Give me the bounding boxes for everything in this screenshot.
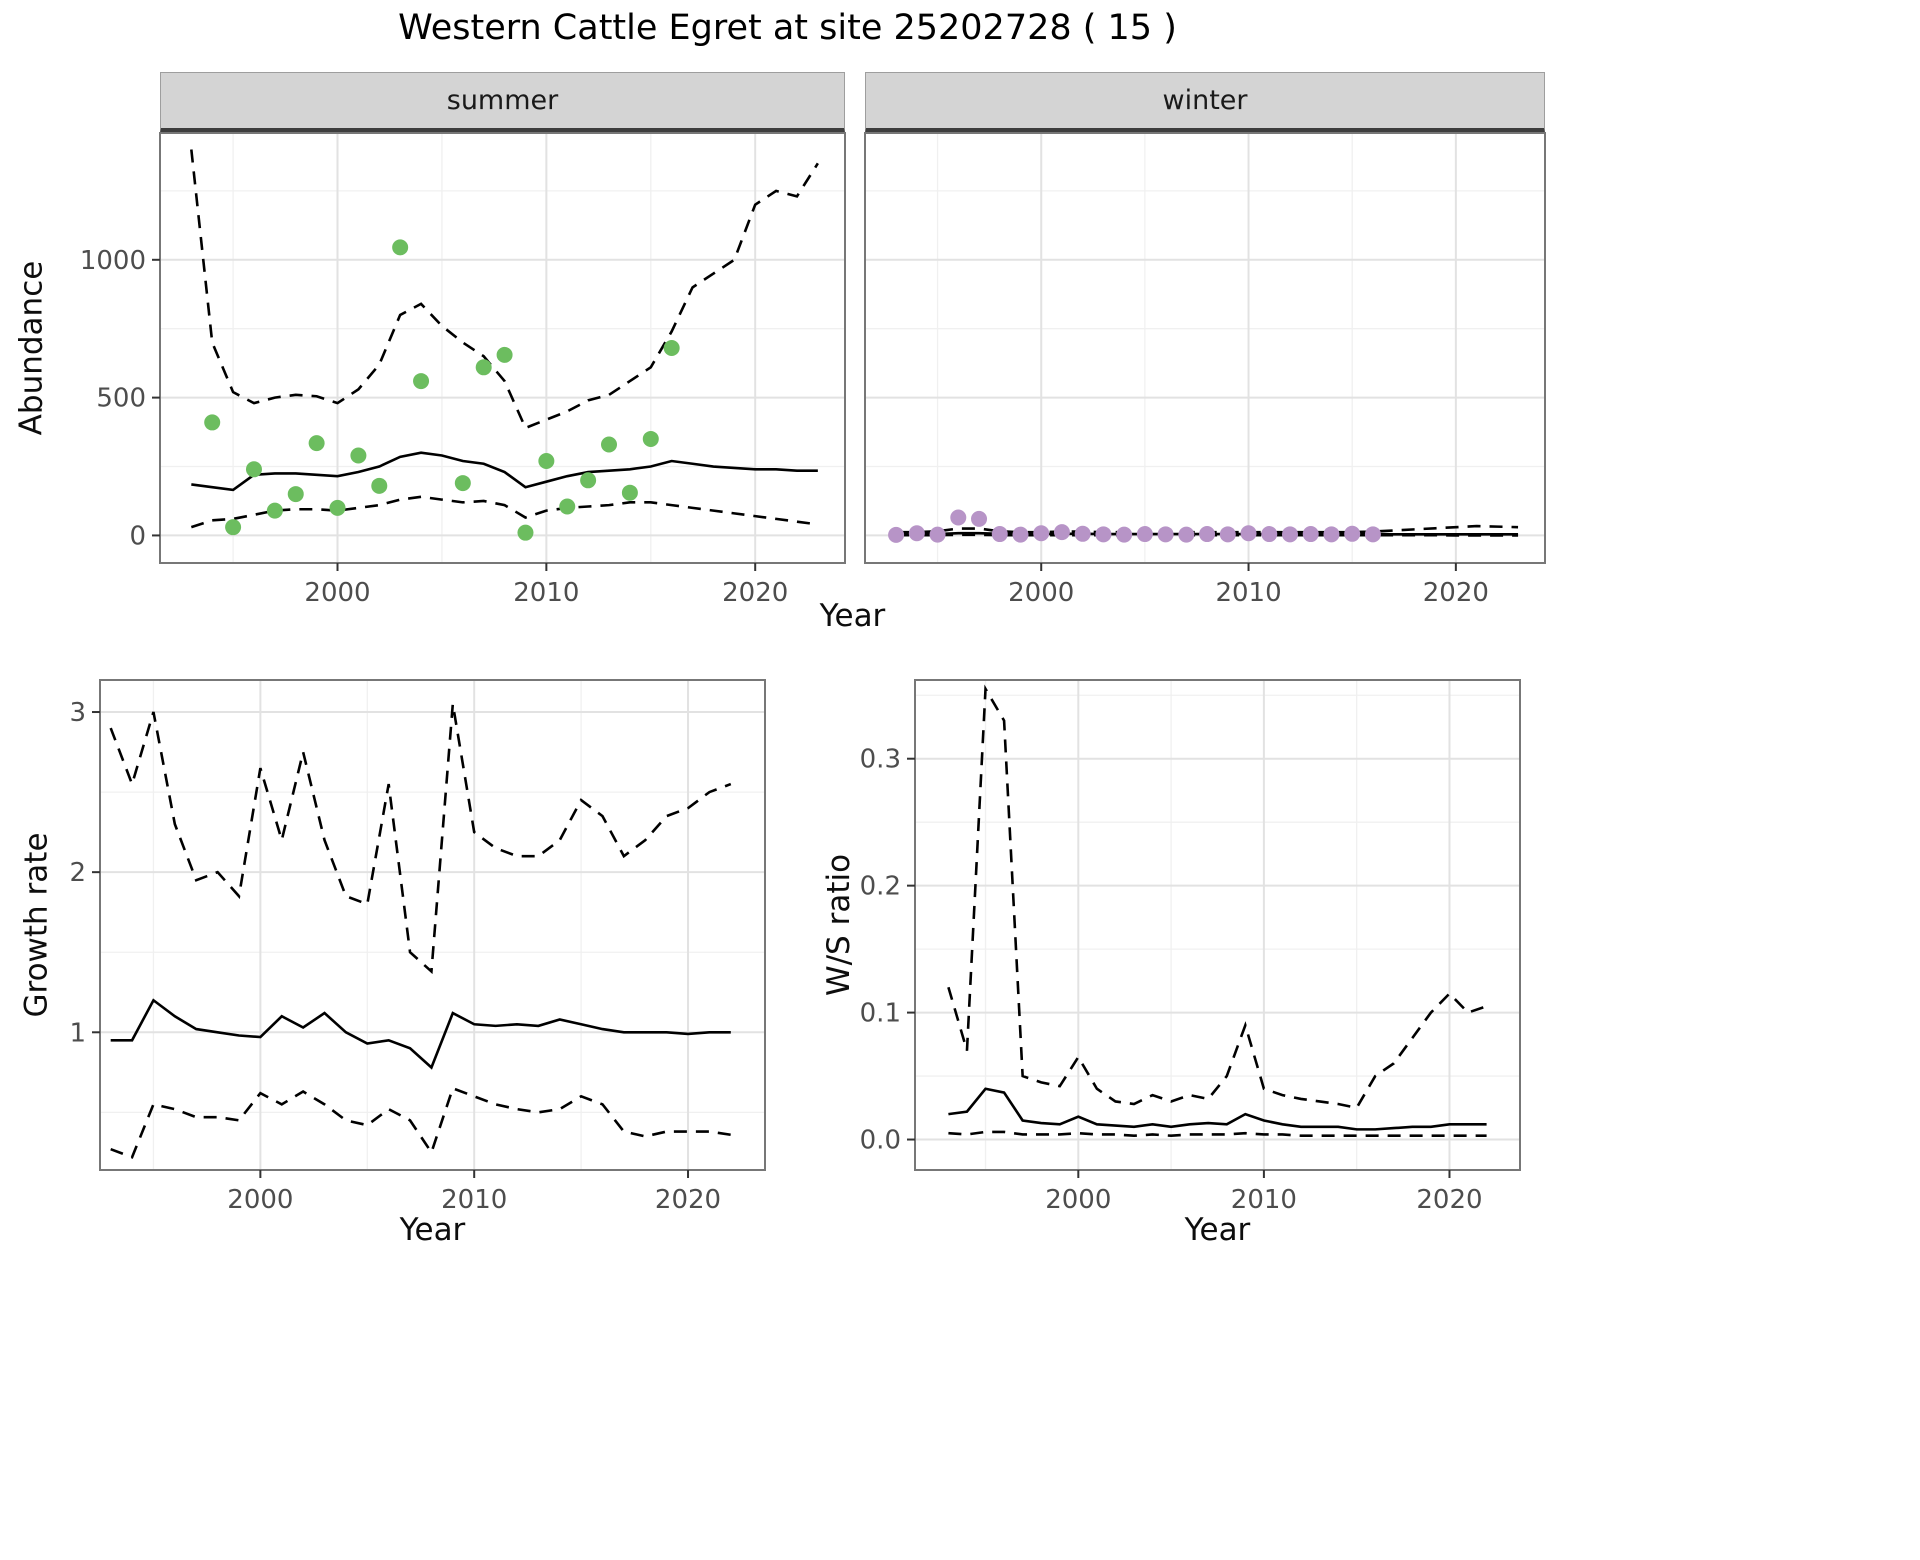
abundance-summer-observed-point bbox=[642, 430, 659, 447]
abundance-winter-observed-point bbox=[1178, 526, 1195, 543]
abundance-summer-observed-point bbox=[475, 359, 492, 376]
abundance-summer-observed-point bbox=[204, 414, 221, 431]
abundance-summer-observed-point bbox=[287, 486, 304, 503]
growth-rate-x-tick-label: 2010 bbox=[441, 1185, 507, 1215]
abundance-summer-panel: 2000 2010 2020 0 500 1000 bbox=[80, 132, 846, 608]
ws-ratio-y-tick-label: 0.2 bbox=[860, 872, 901, 902]
abundance-summer-observed-point bbox=[517, 524, 534, 541]
ws-ratio-fit-line bbox=[948, 1087, 1487, 1131]
growth-rate-lower_ci-line bbox=[110, 1086, 731, 1159]
abundance-summer-observed-point bbox=[329, 499, 346, 516]
abundance-summer-observed-point bbox=[225, 519, 242, 536]
abundance-winter-observed-point bbox=[908, 525, 925, 542]
growth-rate-upper_ci-line bbox=[109, 703, 732, 975]
abundance-winter-observed-point bbox=[1074, 525, 1091, 542]
abundance-winter-observed-point bbox=[971, 510, 988, 527]
ws-ratio-x-tick-label: 2020 bbox=[1416, 1185, 1482, 1215]
growth-rate-panel: 2000 2010 2020 1 2 3 bbox=[69, 679, 766, 1215]
abundance-summer-upper_ci-line bbox=[190, 149, 819, 430]
abundance-winter-observed-point bbox=[1199, 526, 1216, 543]
abundance-summer-x-tick-label: 2010 bbox=[513, 578, 579, 608]
abundance-summer-observed-point bbox=[245, 461, 262, 478]
growth-rate-x-tick-label: 2000 bbox=[227, 1185, 293, 1215]
abundance-summer-x-tick-label: 2000 bbox=[304, 578, 370, 608]
abundance-winter-observed-point bbox=[1261, 526, 1278, 543]
abundance-summer-y-tick-label: 500 bbox=[96, 384, 146, 414]
facet-strip-summer: summer bbox=[160, 72, 845, 133]
abundance-winter-observed-point bbox=[1302, 526, 1319, 543]
growth-rate-y-tick-label: 3 bbox=[69, 698, 86, 728]
abundance-summer-observed-point bbox=[559, 498, 576, 515]
abundance-winter-observed-point bbox=[1219, 526, 1236, 543]
abundance-summer-observed-point bbox=[266, 502, 283, 519]
abundance-summer-y-tick-label: 0 bbox=[129, 521, 146, 551]
x-axis-title-year-growth: Year bbox=[399, 1212, 466, 1248]
ws-ratio-y-tick-label: 0.3 bbox=[860, 745, 901, 775]
abundance-winter-observed-point bbox=[1240, 525, 1257, 542]
abundance-winter-x-tick-label: 2020 bbox=[1423, 578, 1489, 608]
abundance-winter-observed-point bbox=[1053, 524, 1070, 541]
ws-ratio-lower_ci-line bbox=[948, 1130, 1487, 1138]
growth-rate-fit-line bbox=[110, 998, 731, 1070]
abundance-winter-observed-point bbox=[1282, 526, 1298, 543]
abundance-winter-observed-point bbox=[991, 526, 1008, 543]
abundance-summer-observed-point bbox=[454, 475, 471, 492]
ws-ratio-y-tick-label: 0.1 bbox=[860, 999, 901, 1029]
abundance-summer-y-tick-label: 1000 bbox=[80, 246, 146, 276]
abundance-winter-observed-point bbox=[888, 526, 905, 543]
ws-ratio-upper_ci-line bbox=[947, 684, 1488, 1110]
abundance-summer-fit-line bbox=[191, 451, 818, 492]
facet-strip-winter-label: winter bbox=[1162, 85, 1248, 116]
abundance-summer-observed-point bbox=[308, 435, 325, 452]
x-axis-title-year-ws: Year bbox=[1184, 1212, 1251, 1248]
growth-rate-y-tick-label: 1 bbox=[69, 1018, 86, 1048]
abundance-winter-observed-point bbox=[1344, 525, 1361, 542]
growth-rate-y-tick-label: 2 bbox=[69, 858, 86, 888]
abundance-winter-observed-point bbox=[1323, 526, 1340, 543]
abundance-summer-observed-point bbox=[538, 453, 555, 470]
growth-rate-x-tick-label: 2020 bbox=[655, 1185, 721, 1215]
facet-strip-winter: winter bbox=[865, 72, 1545, 133]
abundance-winter-observed-point bbox=[950, 509, 967, 526]
abundance-summer-observed-point bbox=[392, 239, 409, 256]
abundance-summer-x-tick-label: 2020 bbox=[722, 578, 788, 608]
abundance-winter-observed-point bbox=[1012, 526, 1029, 543]
abundance-winter-observed-point bbox=[1095, 526, 1112, 543]
abundance-winter-observed-point bbox=[1157, 526, 1174, 543]
abundance-winter-observed-point bbox=[1364, 526, 1381, 543]
abundance-winter-x-tick-label: 2000 bbox=[1008, 578, 1074, 608]
abundance-summer-observed-point bbox=[371, 477, 388, 494]
x-axis-title-year-top: Year bbox=[819, 598, 886, 634]
abundance-summer-observed-point bbox=[601, 436, 618, 453]
abundance-winter-panel: 2000 2010 2020 bbox=[864, 132, 1546, 608]
abundance-winter-observed-point bbox=[929, 526, 946, 543]
ws-ratio-x-tick-label: 2010 bbox=[1231, 1185, 1297, 1215]
abundance-summer-observed-point bbox=[580, 472, 597, 489]
ws-ratio-y-tick-label: 0.0 bbox=[860, 1126, 901, 1156]
ws-ratio-x-tick-label: 2000 bbox=[1045, 1185, 1111, 1215]
abundance-summer-observed-point bbox=[496, 346, 513, 363]
abundance-summer-observed-point bbox=[621, 484, 638, 501]
abundance-summer-observed-point bbox=[413, 373, 430, 390]
abundance-summer-observed-point bbox=[350, 447, 367, 464]
abundance-winter-observed-point bbox=[1033, 525, 1050, 542]
abundance-summer-lower_ci-line bbox=[190, 495, 819, 529]
ws-ratio-panel: 2000 2010 2020 0.0 0.1 0.2 0.3 bbox=[860, 679, 1521, 1215]
abundance-summer-observed-point bbox=[663, 340, 680, 356]
abundance-winter-observed-point bbox=[1136, 526, 1153, 543]
abundance-winter-observed-point bbox=[1116, 526, 1133, 543]
facet-strip-summer-label: summer bbox=[446, 85, 559, 116]
abundance-winter-x-tick-label: 2010 bbox=[1215, 578, 1281, 608]
plot-title: Western Cattle Egret at site 25202728 ( … bbox=[398, 8, 1177, 48]
